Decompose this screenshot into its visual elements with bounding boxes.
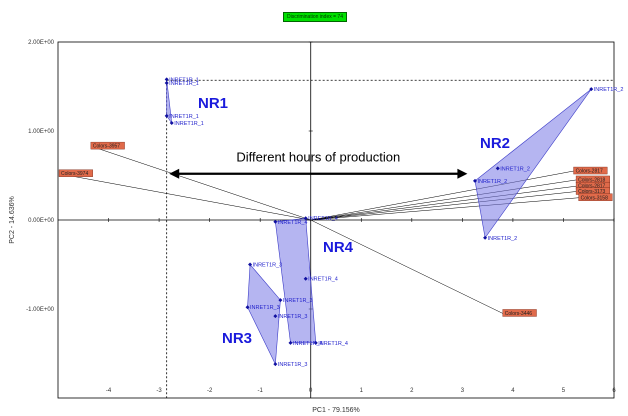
variable-tag-label: Colors-2818 (578, 177, 605, 183)
variable-tag-label: Colors-3446 (505, 311, 532, 317)
group-label-nr2: NR2 (480, 135, 510, 152)
loading-line (310, 179, 577, 221)
loading-line (310, 185, 577, 221)
sample-point-label: INRET1R_2 (488, 236, 518, 242)
variable-tag-box (573, 166, 608, 175)
sample-point-label: INRET1R_3 (283, 298, 313, 304)
production-arrow-head-right (457, 168, 468, 179)
group-label-nr3: NR3 (222, 330, 252, 347)
sample-point (169, 120, 174, 125)
x-tick-label: 1 (360, 388, 364, 394)
sample-point-label: INRET1R_4 (278, 220, 308, 226)
group-label-nr4: NR4 (323, 239, 354, 256)
sample-point (164, 80, 169, 85)
sample-point (273, 362, 278, 367)
sample-point (245, 305, 250, 310)
sample-point-label: INRET1R_3 (278, 314, 308, 320)
loading-line (310, 191, 577, 221)
loading-line (310, 197, 579, 221)
x-tick-label: 4 (511, 388, 515, 394)
variable-tag-label: Colors-3957 (93, 144, 120, 150)
group-hull-nr2 (474, 88, 592, 239)
y-tick-label: -1.00E+00 (26, 307, 55, 313)
production-annotation: Different hours of production (236, 150, 400, 165)
y-tick-label: 0.00E+00 (28, 218, 55, 224)
group-label-nr1: NR1 (198, 95, 228, 112)
variable-tag-box (578, 193, 613, 201)
sample-point-label: INRET1R_4 (318, 341, 348, 347)
sample-point-label: INRET1R_4 (293, 341, 323, 347)
sample-point-label: INRET1R_1 (174, 121, 204, 127)
x-tick-label: -3 (156, 388, 162, 394)
sample-point-label: INRET1R_1 (169, 114, 199, 120)
sample-point-label: INRET1R_4 (308, 277, 338, 283)
sample-point (303, 216, 308, 221)
x-tick-label: 2 (410, 388, 414, 394)
loading-line (90, 145, 311, 221)
sample-point (303, 276, 308, 281)
production-arrow-head-left (169, 168, 180, 179)
sample-point (278, 298, 283, 303)
x-tick-label: 0 (309, 388, 313, 394)
x-tick-label: 6 (612, 388, 616, 394)
sample-point-label: INRET1R_3 (278, 362, 308, 368)
sample-point (164, 113, 169, 118)
sample-point (164, 77, 169, 82)
discrimination-index-badge: Discrimination index = 74 (283, 12, 347, 22)
sample-point (483, 235, 488, 240)
sample-point (288, 340, 293, 345)
loading-line (310, 170, 574, 221)
x-tick-label: -1 (258, 388, 264, 394)
y-axis-label: PC2 - 14.636% (9, 196, 16, 243)
sample-point (589, 87, 594, 92)
sample-point (273, 314, 278, 319)
group-hull-nr1 (166, 79, 173, 124)
sample-point (273, 219, 278, 224)
sample-point (495, 166, 500, 171)
sample-point-label: INRET1R_2 (478, 179, 508, 185)
variable-tag-label: Colors-3158 (581, 195, 608, 201)
loading-line (58, 173, 311, 221)
variable-tag-label: Colors-2817 (578, 184, 605, 190)
loading-line (310, 219, 503, 314)
sample-point-label: INRET1R_4 (308, 216, 338, 222)
sample-point-label: INRET1R_3 (253, 263, 283, 269)
x-tick-label: -4 (106, 388, 112, 394)
sample-point (473, 178, 477, 183)
sample-point-label: INRET1R_2 (594, 87, 624, 93)
variable-tag-label: Colors-3173 (578, 189, 605, 195)
sample-point (313, 340, 318, 345)
x-tick-label: -2 (207, 388, 213, 394)
variable-tag-box (502, 309, 537, 317)
y-tick-label: 1.00E+00 (28, 129, 55, 135)
sample-point-label: INRET1R_1 (169, 81, 199, 87)
variable-tag-label: Colors-2817 (576, 169, 603, 175)
variable-tag-box (58, 169, 93, 177)
sample-point-label: INRET1R_2 (500, 166, 530, 172)
x-axis-label: PC1 - 79.156% (312, 407, 359, 414)
x-tick-label: 3 (461, 388, 465, 394)
sample-point (248, 262, 253, 267)
sample-point-label: INRET1R_3 (250, 305, 280, 311)
x-tick-label: 5 (562, 388, 566, 394)
sample-point-label: INRET1R_1 (169, 77, 199, 83)
variable-tag-label: Colors-3974 (61, 171, 88, 177)
variable-tag-box (90, 141, 125, 150)
y-tick-label: 2.00E+00 (28, 40, 55, 46)
